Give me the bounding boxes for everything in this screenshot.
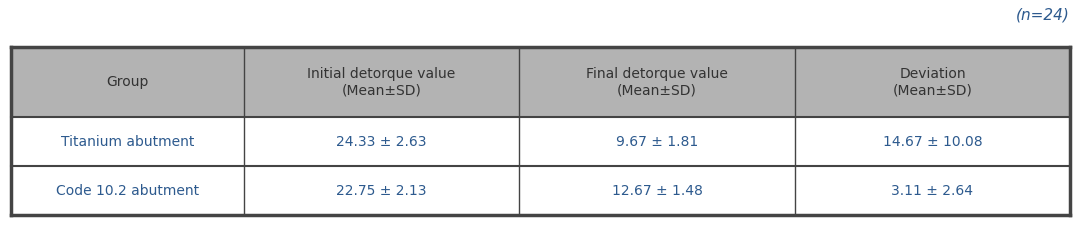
Text: 22.75 ± 2.13: 22.75 ± 2.13	[336, 184, 427, 198]
Text: 24.33 ± 2.63: 24.33 ± 2.63	[336, 135, 427, 149]
Text: Deviation
(Mean±SD): Deviation (Mean±SD)	[893, 67, 973, 97]
Text: Group: Group	[106, 75, 148, 89]
Text: 9.67 ± 1.81: 9.67 ± 1.81	[616, 135, 698, 149]
Text: (n=24): (n=24)	[1016, 7, 1070, 22]
Text: 3.11 ± 2.64: 3.11 ± 2.64	[892, 184, 974, 198]
Bar	[11, 47, 1070, 117]
Text: Titanium abutment: Titanium abutment	[61, 135, 193, 149]
Text: Code 10.2 abutment: Code 10.2 abutment	[56, 184, 199, 198]
Text: 14.67 ± 10.08: 14.67 ± 10.08	[883, 135, 983, 149]
Text: Final detorque value
(Mean±SD): Final detorque value (Mean±SD)	[586, 67, 728, 97]
Text: Initial detorque value
(Mean±SD): Initial detorque value (Mean±SD)	[307, 67, 456, 97]
Text: 12.67 ± 1.48: 12.67 ± 1.48	[612, 184, 703, 198]
